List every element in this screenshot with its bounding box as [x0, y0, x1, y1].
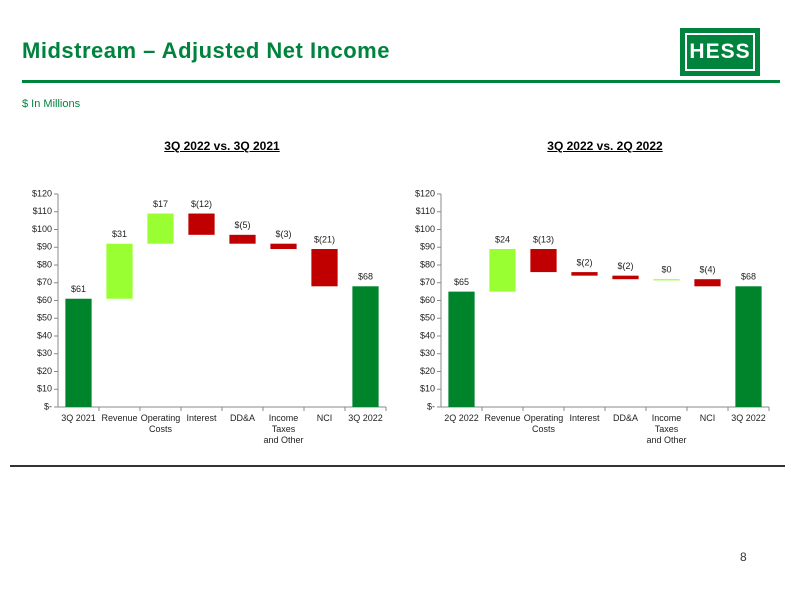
y-tick-label: $-	[427, 401, 435, 411]
x-tick-label: DD&A	[612, 413, 638, 423]
value-label: $(3)	[275, 229, 291, 239]
value-label: $65	[454, 277, 469, 287]
x-tick-label: Revenue	[484, 413, 521, 423]
x-tick-label: 3Q 2022	[348, 413, 383, 423]
value-label: $0	[661, 265, 671, 275]
bar	[106, 243, 133, 299]
value-label: $(2)	[617, 261, 633, 271]
x-tick-label: Interest	[569, 413, 600, 423]
y-tick-label: $50	[37, 313, 52, 323]
slide-title: Midstream – Adjusted Net Income	[22, 38, 390, 63]
y-tick-label: $90	[37, 242, 52, 252]
value-label: $61	[71, 284, 86, 294]
y-tick-label: $80	[37, 259, 52, 269]
bar	[311, 249, 338, 287]
value-label: $31	[112, 229, 127, 239]
y-tick-label: $110	[33, 206, 52, 216]
value-label: $(5)	[234, 220, 250, 230]
x-tick-label: 3Q 2021	[61, 413, 96, 423]
page-number: 8	[740, 550, 747, 564]
y-tick-label: $20	[37, 366, 52, 376]
value-label: $(13)	[533, 234, 554, 244]
bar	[653, 279, 680, 281]
x-tick-label: DD&A	[229, 413, 255, 423]
y-tick-label: $10	[420, 384, 435, 394]
y-tick-label: $10	[37, 384, 52, 394]
x-tick-label: Interest	[186, 413, 217, 423]
value-label: $24	[495, 234, 510, 244]
y-tick-label: $50	[420, 313, 435, 323]
value-label: $68	[358, 272, 373, 282]
bar	[147, 213, 174, 244]
y-tick-label: $60	[37, 295, 52, 305]
value-label: $(21)	[314, 234, 335, 244]
y-tick-label: $-	[44, 401, 52, 411]
bar	[448, 291, 475, 407]
y-tick-label: $90	[420, 242, 435, 252]
bar	[188, 213, 215, 235]
x-tick-label: NCI	[316, 413, 333, 423]
x-tick-label: Income Taxes and Other	[646, 413, 687, 445]
bar	[530, 249, 557, 273]
x-tick-label: 3Q 2022	[731, 413, 766, 423]
value-label: $(2)	[576, 257, 592, 267]
y-tick-label: $100	[415, 224, 435, 234]
bottom-rule	[10, 465, 785, 467]
y-tick-label: $40	[37, 330, 52, 340]
y-tick-label: $40	[420, 330, 435, 340]
x-tick-label: NCI	[699, 413, 716, 423]
logo-text: HESS	[685, 33, 755, 71]
value-label: $(4)	[699, 265, 715, 275]
bar	[571, 272, 598, 276]
y-tick-label: $30	[420, 348, 435, 358]
bar	[489, 249, 516, 292]
bar	[735, 286, 762, 407]
x-tick-label: 2Q 2022	[444, 413, 479, 423]
y-tick-label: $80	[420, 259, 435, 269]
x-tick-label: Income Taxes and Other	[263, 413, 304, 445]
bar	[694, 279, 721, 287]
y-tick-label: $120	[32, 188, 52, 198]
bar	[270, 243, 297, 250]
y-tick-label: $110	[416, 206, 435, 216]
value-label: $17	[153, 199, 168, 209]
y-tick-label: $60	[420, 295, 435, 305]
y-tick-label: $20	[420, 366, 435, 376]
value-label: $(12)	[191, 199, 212, 209]
y-tick-label: $120	[415, 188, 435, 198]
subtitle: $ In Millions	[22, 98, 81, 110]
bar	[229, 234, 256, 244]
y-tick-label: $70	[420, 277, 435, 287]
bar	[352, 286, 379, 407]
title-rule	[22, 80, 780, 83]
bar	[65, 298, 92, 407]
y-tick-label: $30	[37, 348, 52, 358]
bar	[612, 275, 639, 280]
chart-title: 3Q 2022 vs. 3Q 2021	[164, 139, 280, 153]
x-tick-label: Operating Costs	[140, 413, 181, 434]
value-label: $68	[741, 272, 756, 282]
y-tick-label: $100	[32, 224, 52, 234]
logo: HESS	[680, 28, 760, 76]
y-tick-label: $70	[37, 277, 52, 287]
x-tick-label: Revenue	[101, 413, 138, 423]
chart-title: 3Q 2022 vs. 2Q 2022	[547, 139, 663, 153]
x-tick-label: Operating Costs	[523, 413, 564, 434]
